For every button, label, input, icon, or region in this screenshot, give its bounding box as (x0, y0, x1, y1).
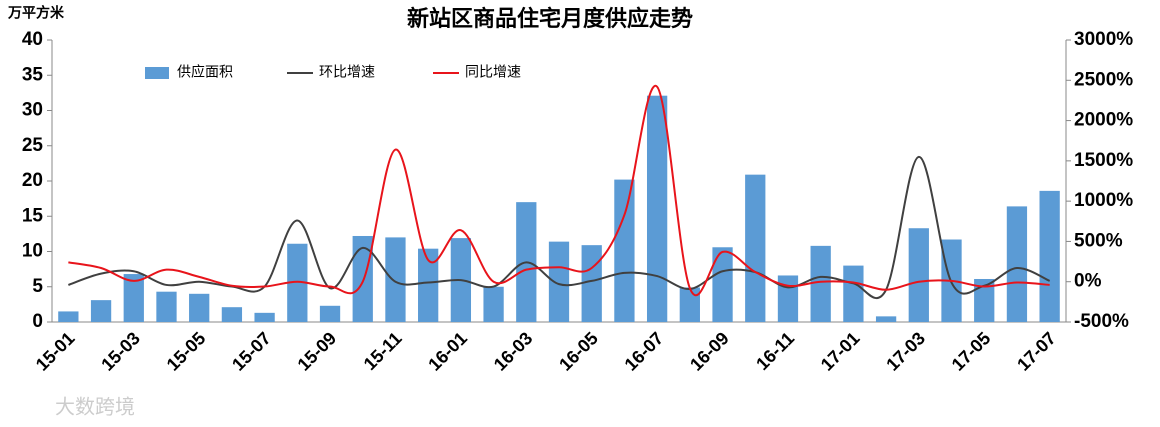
bar (156, 291, 177, 322)
bar (1039, 190, 1060, 322)
bar (777, 275, 799, 322)
x-tick-label: 16-07 (621, 328, 668, 375)
chart-title: 新站区商品住宅月度供应走势 (407, 6, 693, 31)
x-tick-label: 16-01 (424, 328, 471, 375)
watermark: 大数跨境 (55, 395, 135, 418)
line (68, 84, 1050, 297)
x-tick-label: 17-03 (882, 328, 929, 375)
bar (385, 237, 406, 322)
x-tick-label: 15-01 (32, 328, 79, 375)
y2-tick-label: 0% (1074, 271, 1102, 292)
y-tick-label: 35 (22, 64, 44, 85)
x-tick-label: 15-03 (97, 328, 144, 375)
bar (614, 179, 635, 322)
legend-label: 供应面积 (177, 64, 233, 80)
bar (679, 287, 700, 322)
bar (843, 265, 864, 322)
bar (974, 278, 995, 322)
y2-tick-label: 500% (1074, 230, 1123, 251)
y-tick-label: 15 (22, 205, 44, 226)
bar (908, 228, 929, 322)
x-tick-label: 16-09 (686, 328, 733, 375)
x-tick-label: 16-05 (555, 328, 602, 375)
bar (745, 174, 766, 322)
legend-swatch (145, 67, 169, 79)
x-tick-label: 17-07 (1013, 328, 1060, 375)
legend-label: 环比增速 (319, 64, 375, 80)
bar (90, 300, 112, 322)
bar (646, 95, 668, 322)
bar (58, 311, 79, 322)
y-tick-label: 10 (22, 241, 43, 262)
bar (352, 235, 373, 322)
bar (319, 305, 341, 322)
x-tick-label: 15-05 (163, 328, 210, 375)
bar (287, 243, 308, 322)
x-tick-label: 15-07 (228, 328, 275, 375)
y-axis-label: 万平方米 (7, 5, 65, 21)
bar (810, 245, 831, 322)
line (68, 155, 1051, 299)
y2-tick-label: 2500% (1074, 69, 1133, 90)
bar (189, 293, 210, 322)
y-tick-label: 0 (32, 311, 43, 332)
bar (581, 245, 602, 322)
bar (1006, 206, 1028, 322)
y2-tick-label: 1000% (1074, 190, 1133, 211)
y-tick-label: 40 (22, 29, 43, 50)
y2-tick-label: 2000% (1074, 110, 1133, 131)
bar (221, 307, 243, 322)
bar (875, 316, 897, 322)
y-tick-label: 30 (22, 100, 43, 121)
bar (483, 286, 504, 322)
y-tick-label: 25 (22, 135, 44, 156)
y2-tick-label: -500% (1074, 311, 1129, 332)
y-tick-label: 20 (22, 170, 43, 191)
y2-tick-label: 1500% (1074, 150, 1133, 171)
x-tick-label: 17-05 (948, 328, 995, 375)
x-tick-label: 16-11 (752, 328, 798, 374)
x-tick-label: 17-01 (817, 328, 864, 375)
x-tick-label: 16-03 (490, 328, 537, 375)
bar (712, 247, 733, 322)
legend-label: 同比增速 (465, 64, 521, 80)
y2-tick-label: 3000% (1074, 29, 1133, 50)
bar (254, 312, 275, 322)
x-tick-label: 15-11 (360, 328, 406, 374)
bar (418, 248, 439, 322)
x-tick-label: 15-09 (294, 328, 341, 375)
bar (123, 274, 144, 322)
bar (548, 241, 570, 322)
y-tick-label: 5 (32, 276, 43, 297)
